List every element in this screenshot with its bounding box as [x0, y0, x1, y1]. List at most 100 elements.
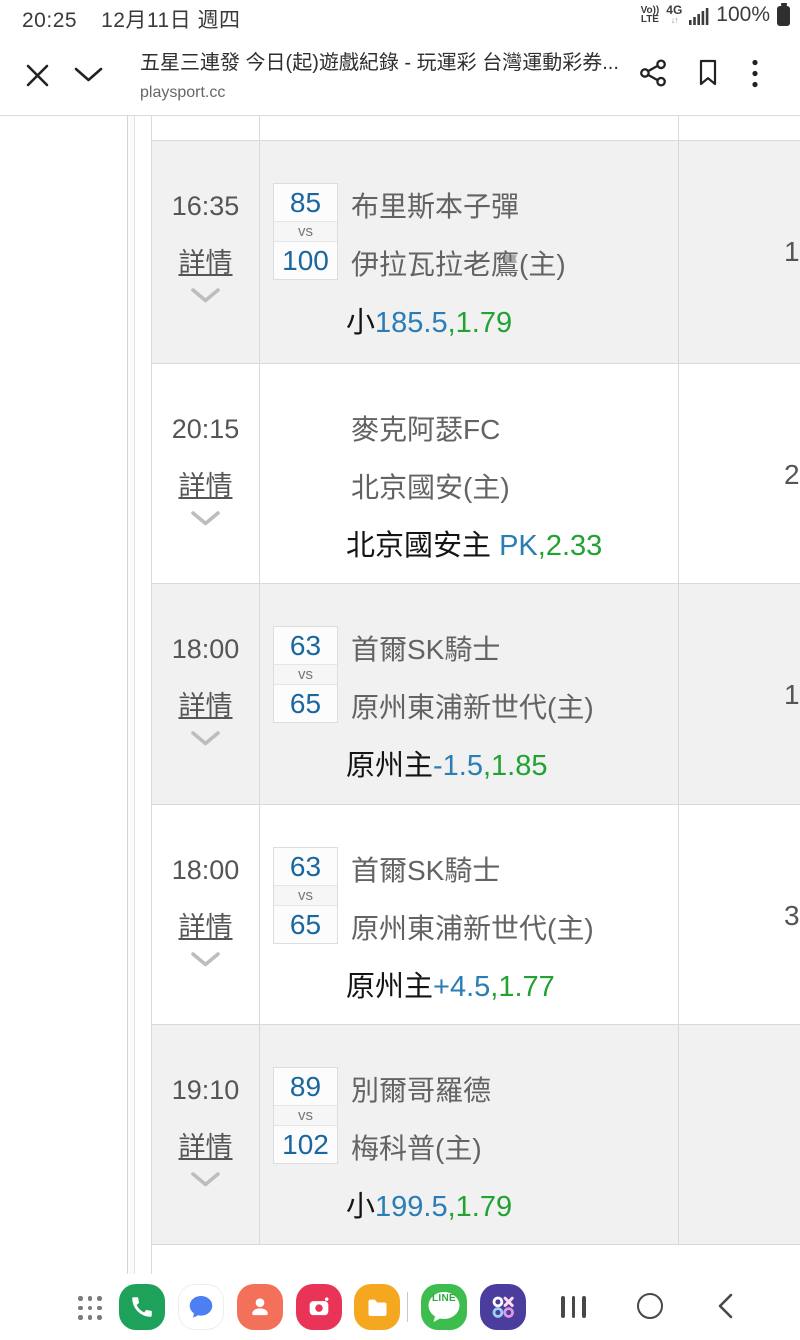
home-team: 北京國安(主) — [351, 472, 510, 503]
page-title-block[interactable]: 五星三連發 今日(起)遊戲紀錄 - 玩運彩 台灣運動彩券... playspor… — [140, 46, 640, 102]
bet-handicap: +4.5 — [433, 971, 491, 1003]
phone-icon[interactable] — [119, 1284, 165, 1330]
home-team: 原州東浦新世代(主) — [351, 692, 594, 723]
signal-icon — [689, 7, 709, 25]
away-team: 別爾哥羅德 — [351, 1075, 492, 1106]
vs-label: vs — [274, 1105, 337, 1126]
game-time: 18:00 — [171, 855, 240, 885]
left-scroll-strip — [128, 116, 134, 1274]
detail-link[interactable]: 詳情 — [178, 471, 233, 501]
bet-pick: 原州主 — [346, 750, 434, 782]
bet-line: 原州主+4.5,1.77 — [346, 963, 555, 1005]
table-row: 18:00 詳情 63 vs 65 首爾SK騎士 原州東浦新世代(主) — [152, 584, 800, 805]
table-row: 19:10 詳情 89 vs 102 別爾哥羅德 梅科普(主) 小199 — [152, 1025, 800, 1245]
status-time: 20:25 — [22, 9, 78, 32]
score-box[interactable]: 63 vs 65 — [273, 847, 338, 944]
camera-icon[interactable] — [296, 1284, 342, 1330]
table-row: 20:15 詳情 麥克阿瑟FC 北京國安(主) 北京國安主 PK,2.33 20 — [152, 364, 800, 584]
share-icon[interactable] — [638, 58, 668, 91]
bookmark-icon[interactable] — [694, 58, 722, 91]
volte-icon: Vo)) LTE — [640, 5, 660, 25]
chevron-down-icon[interactable] — [152, 287, 259, 309]
chevron-down-icon[interactable] — [73, 66, 104, 87]
bet-pick: 小 — [346, 1191, 376, 1223]
detail-link[interactable]: 詳情 — [178, 1132, 233, 1162]
chevron-down-icon[interactable] — [152, 1171, 259, 1193]
messages-icon[interactable] — [178, 1284, 224, 1330]
bet-handicap: PK — [491, 530, 538, 562]
status-date: 12月11日 週四 — [101, 9, 241, 32]
score-box[interactable]: 85 vs 100 — [273, 183, 338, 280]
score-box[interactable]: 63 vs 65 — [273, 626, 338, 723]
chevron-down-icon[interactable] — [152, 951, 259, 973]
chevron-down-icon[interactable] — [152, 730, 259, 752]
battery-percent: 100% — [716, 3, 770, 26]
close-icon[interactable] — [24, 62, 51, 92]
my-files-icon[interactable] — [354, 1284, 400, 1330]
status-time-date: 20:25 12月11日 週四 — [22, 4, 241, 34]
score-box[interactable]: 89 vs 102 — [273, 1067, 338, 1164]
network-4g-icon: 4G ↓↑ — [666, 3, 683, 25]
away-team: 布里斯本子彈 — [351, 191, 520, 222]
away-score: 85 — [289, 187, 322, 218]
game-time: 19:10 — [171, 1075, 240, 1105]
line-label: LINE — [432, 1293, 456, 1304]
detail-link[interactable]: 詳情 — [178, 691, 233, 721]
home-team: 原州東浦新世代(主) — [351, 913, 594, 944]
taskbar-divider — [407, 1292, 408, 1322]
bet-line: 原州主-1.5,1.85 — [346, 742, 548, 784]
status-bar: 20:25 12月11日 週四 Vo)) LTE 4G ↓↑ 100% — [0, 0, 800, 32]
detail-link[interactable]: 詳情 — [178, 912, 233, 942]
table-row: 18:00 詳情 63 vs 65 首爾SK騎士 原州東浦新世代(主) — [152, 805, 800, 1025]
away-team: 首爾SK騎士 — [351, 634, 501, 665]
away-score: 89 — [289, 1071, 322, 1102]
divider — [127, 116, 128, 1274]
detail-link[interactable]: 詳情 — [178, 248, 233, 278]
amount-partial: 17 — [784, 679, 800, 710]
apps-grid-icon[interactable] — [78, 1296, 102, 1320]
game-time: 16:35 — [171, 191, 240, 221]
line-icon[interactable]: LINE — [421, 1284, 467, 1330]
kebab-menu-icon[interactable] — [750, 58, 760, 93]
amount-partial: 16 — [784, 236, 800, 267]
home-score: 100 — [282, 245, 329, 276]
game-time: 20:15 — [171, 414, 240, 444]
ox-game-icon[interactable] — [480, 1284, 526, 1330]
back-icon[interactable] — [716, 1292, 734, 1323]
bet-odds: ,1.79 — [447, 307, 513, 339]
bet-handicap: 199.5 — [375, 1191, 448, 1223]
bet-pick: 小 — [346, 307, 376, 339]
bet-odds: ,1.77 — [490, 971, 555, 1003]
chevron-down-icon[interactable] — [152, 510, 259, 532]
bet-odds: ,1.85 — [483, 750, 548, 782]
game-time: 18:00 — [171, 634, 240, 664]
vs-label: vs — [274, 221, 337, 242]
away-score: 63 — [289, 851, 322, 882]
bet-handicap: 185.5 — [375, 307, 448, 339]
table-row-partial — [152, 116, 800, 141]
home-score: 102 — [282, 1129, 329, 1160]
page-url: playsport.cc — [140, 84, 226, 101]
browser-header: 五星三連發 今日(起)遊戲紀錄 - 玩運彩 台灣運動彩券... playspor… — [0, 30, 800, 116]
bet-pick: 原州主 — [346, 971, 434, 1003]
table-row: 16:35 詳情 85 vs 100 布里斯本子彈 伊拉瓦拉老鷹(主) — [152, 141, 800, 364]
bet-pick: 北京國安主 — [346, 530, 492, 562]
home-team: 伊拉瓦拉老鷹(主) — [351, 249, 566, 280]
bet-odds: ,1.79 — [447, 1191, 513, 1223]
home-score: 65 — [289, 909, 322, 940]
recents-icon[interactable] — [561, 1296, 586, 1318]
battery-icon — [777, 3, 790, 26]
away-team: 麥克阿瑟FC — [351, 414, 501, 445]
away-score: 63 — [289, 630, 322, 661]
vs-label: vs — [274, 664, 337, 685]
home-icon[interactable] — [637, 1293, 663, 1319]
amount-partial: 20 — [784, 459, 800, 490]
vs-label: vs — [274, 885, 337, 906]
bet-line: 北京國安主 PK,2.33 — [346, 522, 602, 564]
bet-odds: ,2.33 — [537, 530, 603, 562]
home-score: 65 — [289, 688, 322, 719]
bet-line: 小199.5,1.79 — [346, 1183, 512, 1225]
contacts-icon[interactable] — [237, 1284, 283, 1330]
home-team: 梅科普(主) — [351, 1133, 482, 1164]
bet-line: 小185.5,1.79 — [346, 299, 512, 341]
